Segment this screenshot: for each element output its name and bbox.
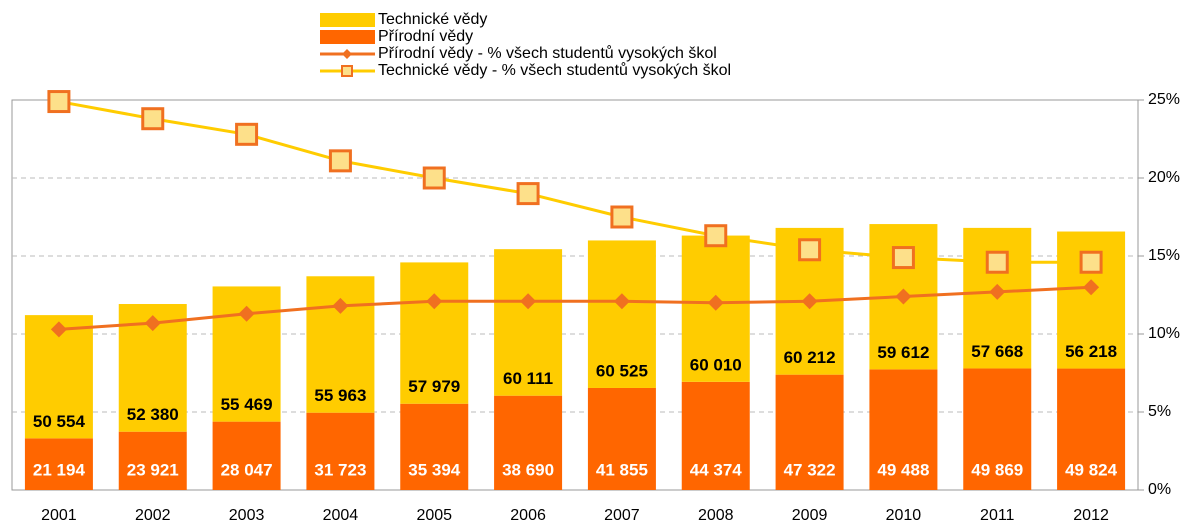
bar [494, 395, 563, 490]
marker [50, 321, 67, 338]
plot-frame [11, 99, 1139, 491]
bar [681, 381, 750, 490]
data-label: 60 212 [784, 348, 836, 367]
data-label: 50 554 [33, 412, 86, 431]
bar [494, 249, 563, 396]
marker [422, 166, 446, 190]
y2-tick-label: 25% [1148, 91, 1180, 108]
marker [141, 107, 165, 131]
legend-label: Přírodní vědy [378, 28, 473, 45]
data-label: 60 010 [690, 355, 742, 374]
line [58, 285, 1092, 331]
marker [1083, 279, 1100, 296]
marker [989, 283, 1006, 300]
data-label: 31 723 [314, 460, 366, 479]
data-label: 55 469 [221, 395, 273, 414]
marker [895, 288, 912, 305]
data-label: 60 525 [596, 361, 648, 380]
y2-tick-label: 15% [1148, 247, 1180, 264]
x-tick-label: 2009 [792, 507, 828, 524]
bar [400, 403, 469, 490]
line [58, 100, 1092, 264]
data-label: 44 374 [690, 460, 743, 479]
data-label: 49 488 [877, 460, 929, 479]
bar [306, 412, 375, 490]
y2-tick-label: 10% [1148, 325, 1180, 342]
x-tick-label: 2005 [416, 507, 452, 524]
data-label: 47 322 [784, 460, 836, 479]
legend-label: Technické vědy - % všech studentů vysoký… [378, 61, 731, 79]
x-tick-label: 2002 [135, 507, 171, 524]
marker [328, 149, 352, 173]
bar [1057, 368, 1126, 490]
x-tick-label: 2008 [698, 507, 734, 524]
marker [1079, 250, 1103, 274]
marker [235, 122, 259, 146]
marker [520, 293, 537, 310]
x-tick-label: 2007 [604, 507, 640, 524]
x-tick-label: 2010 [886, 507, 922, 524]
data-label: 41 855 [596, 460, 648, 479]
bar [587, 240, 656, 388]
data-label: 57 668 [971, 342, 1023, 361]
marker [798, 238, 822, 262]
data-label: 52 380 [127, 405, 179, 424]
marker [613, 293, 630, 310]
y2-tick-label: 5% [1148, 403, 1171, 420]
marker [516, 182, 540, 206]
x-tick-label: 2012 [1073, 507, 1109, 524]
legend-marker [342, 49, 352, 59]
marker [891, 246, 915, 270]
marker [332, 297, 349, 314]
data-label: 28 047 [221, 460, 273, 479]
data-label: 21 194 [33, 460, 86, 479]
data-label: 55 963 [314, 386, 366, 405]
marker [238, 305, 255, 322]
data-label: 57 979 [408, 377, 460, 396]
bar [869, 369, 938, 490]
bar [400, 262, 469, 404]
legend-marker [341, 65, 353, 77]
data-label: 56 218 [1065, 342, 1117, 361]
marker [707, 294, 724, 311]
marker [144, 315, 161, 332]
legend-swatch [320, 30, 375, 44]
x-tick-label: 2004 [323, 507, 359, 524]
x-tick-label: 2003 [229, 507, 265, 524]
marker [985, 250, 1009, 274]
y2-tick-label: 20% [1148, 169, 1180, 186]
bar [212, 421, 281, 490]
data-label: 23 921 [127, 460, 179, 479]
bar [775, 374, 844, 490]
bar [24, 438, 93, 490]
data-label: 59 612 [877, 343, 929, 362]
legend-label: Přírodní vědy - % všech studentů vysokýc… [378, 44, 717, 62]
y2-tick-label: 0% [1148, 481, 1171, 498]
bar [963, 368, 1032, 490]
marker [704, 224, 728, 248]
x-tick-label: 2006 [510, 507, 546, 524]
bar [587, 387, 656, 490]
legend-label: Technické vědy [378, 11, 487, 28]
data-label: 49 869 [971, 460, 1023, 479]
marker [47, 90, 71, 114]
data-label: 49 824 [1065, 460, 1118, 479]
legend-swatch [320, 13, 375, 27]
bar [118, 431, 187, 490]
marker [801, 293, 818, 310]
data-label: 38 690 [502, 460, 554, 479]
marker [426, 293, 443, 310]
data-label: 60 111 [503, 369, 553, 388]
x-tick-label: 2001 [41, 507, 77, 524]
marker [610, 205, 634, 229]
x-tick-label: 2011 [980, 507, 1015, 524]
data-label: 35 394 [408, 460, 461, 479]
